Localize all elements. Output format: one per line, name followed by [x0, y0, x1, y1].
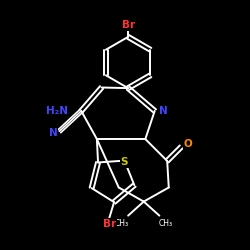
- Text: N: N: [49, 128, 58, 138]
- Text: H₂N: H₂N: [46, 106, 68, 116]
- Text: CH₃: CH₃: [115, 219, 129, 228]
- Text: S: S: [121, 157, 128, 167]
- Text: Br: Br: [103, 219, 116, 229]
- Text: N: N: [159, 106, 168, 116]
- Text: O: O: [184, 140, 192, 149]
- Text: CH₃: CH₃: [158, 219, 173, 228]
- Text: Br: Br: [122, 20, 135, 30]
